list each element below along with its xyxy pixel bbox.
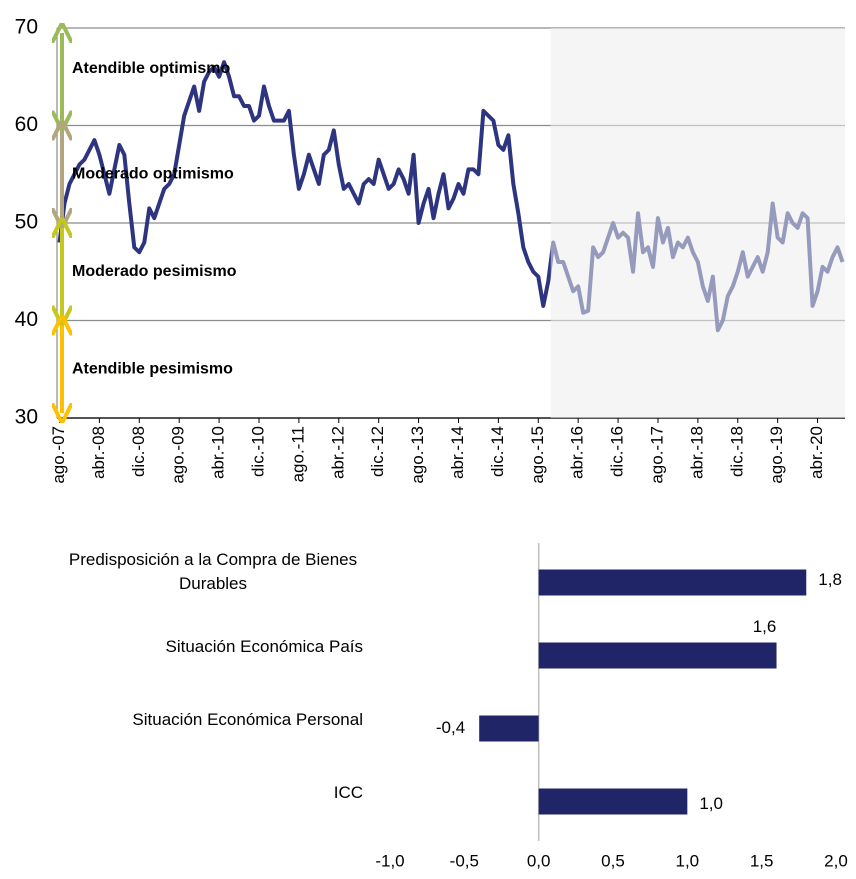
x-tick-label: ago.-11 xyxy=(288,426,307,482)
y-tick-label: 40 xyxy=(15,308,38,331)
x-tick-label: dic.-18 xyxy=(727,426,746,477)
x-tick-label: 2,0 xyxy=(824,851,848,870)
x-tick-label: abr.-08 xyxy=(89,426,108,479)
value-label: -0,4 xyxy=(436,718,465,737)
y-tick-label: 70 xyxy=(15,16,38,39)
x-tick-label: dic.-16 xyxy=(608,426,627,477)
x-tick-label: dic.-08 xyxy=(129,426,148,477)
x-tick-label: ago.-15 xyxy=(528,426,547,484)
x-tick-label: ago.-07 xyxy=(49,426,68,484)
category-label: Situación Económica Personal xyxy=(132,709,363,729)
value-label: 1,0 xyxy=(699,794,723,813)
band-label: Atendible optimismo xyxy=(72,60,230,77)
bar xyxy=(538,642,777,669)
x-tick-label: ago.-17 xyxy=(647,426,666,484)
x-tick-label: 1,5 xyxy=(750,851,774,870)
y-tick-label: 60 xyxy=(15,113,38,136)
x-tick-label: dic.-10 xyxy=(248,426,267,477)
x-tick-label: dic.-14 xyxy=(488,426,507,477)
x-tick-label: dic.-12 xyxy=(368,426,387,477)
band-label: Moderado optimismo xyxy=(72,165,234,182)
x-tick-label: abr.-18 xyxy=(687,426,706,479)
x-tick-label: ago.-09 xyxy=(169,426,188,484)
category-label: Predisposición a la Compra de Bienes Dur… xyxy=(68,549,358,593)
x-tick-label: abr.-16 xyxy=(568,426,587,479)
bar xyxy=(538,569,807,596)
bar xyxy=(538,788,688,815)
y-tick-label: 30 xyxy=(15,406,38,429)
x-tick-label: -0,5 xyxy=(450,851,479,870)
x-tick-label: ago.-13 xyxy=(408,426,427,484)
category-label: ICC xyxy=(333,782,363,802)
x-tick-label: abr.-20 xyxy=(807,426,826,479)
x-tick-label: -1,0 xyxy=(375,851,404,870)
x-tick-label: 1,0 xyxy=(676,851,700,870)
value-label: 1,6 xyxy=(753,617,777,636)
band-label: Moderado pesimismo xyxy=(72,263,237,280)
band-label: Atendible pesimismo xyxy=(72,360,233,377)
x-tick-label: abr.-12 xyxy=(328,426,347,479)
x-tick-label: abr.-10 xyxy=(209,426,228,479)
y-tick-label: 50 xyxy=(15,211,38,234)
category-label: Situación Económica País xyxy=(165,636,364,656)
value-label: 1,8 xyxy=(818,570,842,589)
x-tick-label: abr.-14 xyxy=(448,426,467,479)
x-tick-label: 0,0 xyxy=(527,851,551,870)
x-tick-label: ago.-19 xyxy=(767,426,786,484)
shaded-period xyxy=(550,28,845,418)
x-tick-label: 0,5 xyxy=(601,851,625,870)
bar xyxy=(479,715,539,742)
